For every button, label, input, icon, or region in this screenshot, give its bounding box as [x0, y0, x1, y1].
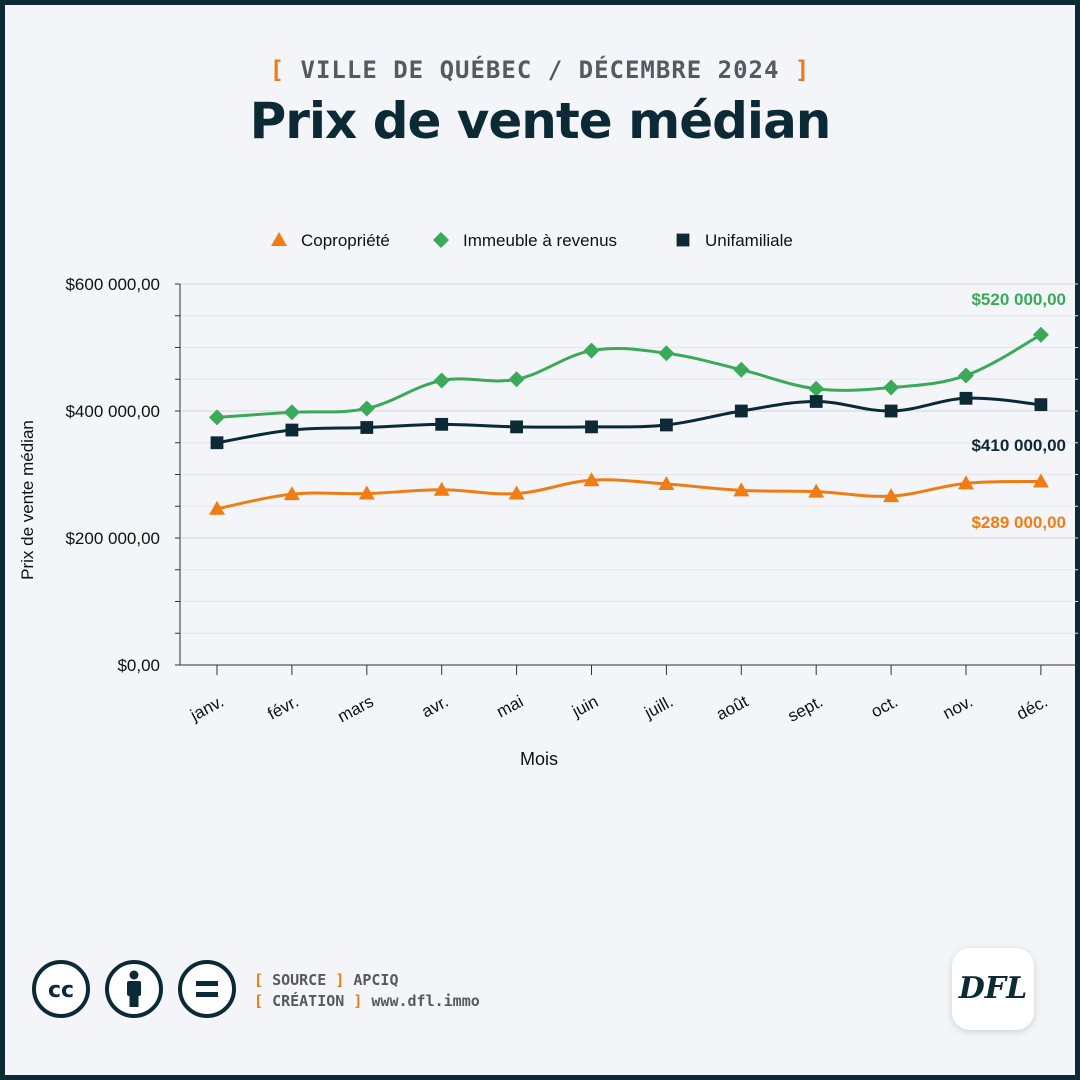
chart-kicker: [ VILLE DE QUÉBEC / DÉCEMBRE 2024 ] [0, 56, 1080, 84]
source-line: [ SOURCE ] APCIQ [254, 970, 480, 991]
y-tick-label: $200 000,00 [65, 529, 160, 548]
data-point [1034, 398, 1048, 412]
data-point [808, 380, 825, 397]
creation-label: CRÉATION [272, 992, 345, 1010]
data-point [358, 485, 375, 500]
data-point [508, 371, 525, 388]
data-point [585, 420, 598, 434]
x-tick-label: sept. [785, 692, 826, 726]
x-tick-label: mai [493, 692, 526, 722]
data-point [884, 404, 898, 418]
chart-title: Prix de vente médian [249, 92, 832, 150]
data-point [733, 361, 750, 378]
bracket: ] [353, 992, 363, 1010]
data-point [358, 400, 375, 417]
data-point [809, 395, 823, 408]
data-point [658, 476, 675, 491]
data-point [360, 421, 374, 434]
bracket: ] [335, 971, 345, 989]
x-tick-label: oct. [868, 692, 901, 722]
footer-credits: [ SOURCE ] APCIQ [ CRÉATION ] www.dfl.im… [254, 970, 480, 1012]
data-point [883, 379, 900, 396]
cc-icon: cc [32, 960, 90, 1018]
legend-marker [271, 232, 287, 246]
x-axis-title: Mois [520, 749, 558, 769]
creation-link[interactable]: www.dfl.immo [371, 992, 480, 1010]
x-tick-label: juill. [641, 692, 677, 723]
source-value: APCIQ [353, 971, 399, 989]
legend-label: Unifamiliale [705, 231, 793, 250]
data-point [433, 481, 450, 496]
legend-label: Immeuble à revenus [463, 231, 617, 250]
data-point [283, 404, 300, 421]
data-point [734, 404, 748, 418]
line-chart: $0,00 $200 000,00 $400 000,00 $600 000,00 ja… [18, 231, 1078, 769]
x-tick-label: févr. [264, 692, 301, 724]
legend-marker [433, 232, 449, 248]
data-point [1032, 326, 1049, 343]
data-point [510, 420, 523, 434]
data-point [883, 488, 900, 503]
data-point [660, 418, 673, 432]
series-end-label: $520 000,00 [971, 290, 1066, 309]
kicker-bracket-close: ] [794, 56, 811, 84]
bracket: [ [254, 971, 264, 989]
x-tick-label: déc. [1013, 692, 1050, 724]
x-tick-label: janv. [186, 692, 226, 726]
data-point [808, 483, 825, 498]
data-point [433, 372, 450, 389]
x-tick-label: août [713, 692, 751, 724]
data-point [583, 472, 600, 487]
data-point [733, 482, 750, 497]
kicker-text: VILLE DE QUÉBEC / DÉCEMBRE 2024 [300, 56, 780, 84]
data-point [508, 485, 525, 500]
legend-label: Copropriété [301, 231, 390, 250]
y-axis-title: Prix de vente médian [18, 420, 37, 580]
x-tick-label: avr. [418, 692, 451, 722]
data-point [958, 367, 974, 384]
data-point [210, 436, 224, 450]
dfl-logo: DFL [952, 948, 1034, 1030]
data-point [283, 486, 300, 501]
source-label: SOURCE [272, 971, 327, 989]
svg-text:cc: cc [48, 978, 74, 1003]
data-point [209, 500, 225, 515]
series-end-label: $289 000,00 [971, 513, 1066, 532]
data-point [1032, 473, 1049, 488]
data-point [658, 345, 675, 362]
y-tick-label: $600 000,00 [65, 275, 160, 294]
series-line [216, 396, 1042, 445]
x-tick-label: nov. [940, 692, 976, 723]
data-point [958, 475, 974, 490]
y-tick-label: $400 000,00 [65, 402, 160, 421]
no-derivatives-icon [178, 960, 236, 1018]
x-tick-label: juin [568, 692, 601, 722]
data-point [583, 342, 600, 359]
creation-line: [ CRÉATION ] www.dfl.immo [254, 991, 480, 1012]
data-point [435, 417, 449, 431]
legend-marker [676, 233, 690, 247]
x-tick-label: mars [334, 692, 376, 727]
data-point [285, 423, 299, 437]
kicker-bracket-open: [ [269, 56, 286, 84]
y-tick-label: $0,00 [117, 656, 160, 675]
card-background [5, 5, 1075, 1075]
series-end-label: $410 000,00 [971, 436, 1066, 455]
data-point [209, 409, 225, 426]
data-point [959, 391, 973, 405]
bracket: [ [254, 992, 264, 1010]
attribution-icon [105, 960, 163, 1018]
series-line [216, 478, 1041, 511]
